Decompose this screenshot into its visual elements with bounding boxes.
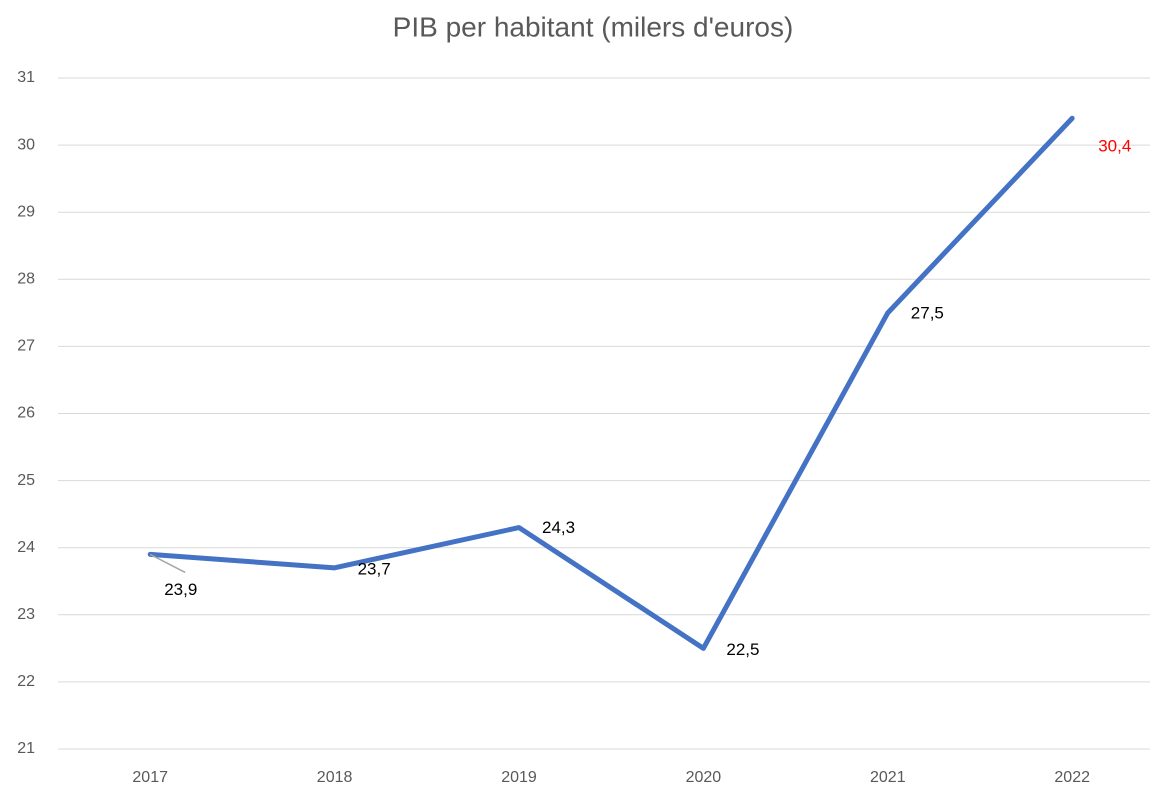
x-tick-label: 2022: [1054, 769, 1090, 786]
y-tick-label: 27: [17, 338, 35, 355]
data-label: 23,9: [164, 580, 197, 599]
data-label: 27,5: [911, 303, 944, 322]
y-tick-label: 21: [17, 740, 35, 757]
leader-line: [149, 553, 186, 574]
data-line: [147, 115, 1075, 651]
y-tick-label: 29: [17, 203, 35, 220]
data-label: 23,7: [358, 559, 391, 578]
y-tick-label: 23: [17, 606, 35, 623]
data-label: 24,3: [542, 518, 575, 537]
y-tick-label: 24: [17, 539, 35, 556]
y-tick-label: 31: [17, 69, 35, 86]
y-tick-label: 30: [17, 136, 35, 153]
y-tick-label: 22: [17, 673, 35, 690]
y-tick-label: 28: [17, 271, 35, 288]
x-tick-label: 2017: [132, 769, 168, 786]
x-tick-label: 2018: [317, 769, 353, 786]
y-tick-label: 26: [17, 405, 35, 422]
x-tick-label: 2020: [686, 769, 722, 786]
x-tick-label: 2021: [870, 769, 906, 786]
x-tick-label: 2019: [501, 769, 537, 786]
chart-title: PIB per habitant (milers d'euros): [393, 11, 794, 42]
data-label: 30,4: [1098, 137, 1131, 156]
data-label: 22,5: [726, 640, 759, 659]
y-tick-label: 25: [17, 472, 35, 489]
